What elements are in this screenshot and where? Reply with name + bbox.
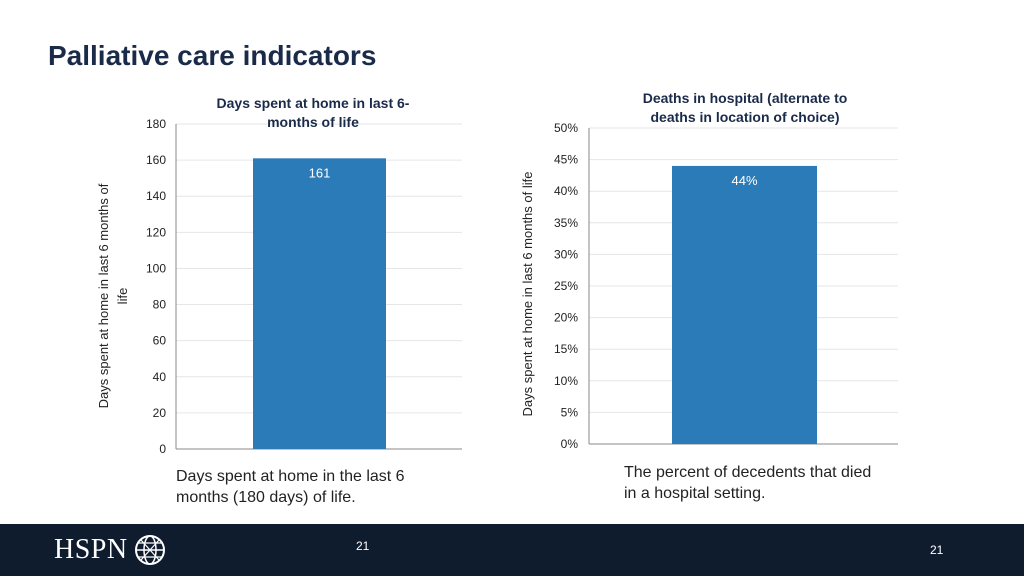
page-title: Palliative care indicators: [48, 40, 377, 71]
chart-title: Deaths in hospital (alternate to: [643, 90, 848, 106]
chart-title: months of life: [267, 114, 359, 130]
chart-1: 0 20 40 60 80 100 120 140 160 180 161 Days spent at…: [96, 95, 462, 456]
chart-2: 0% 5% 10% 15% 20% 25% 30% 35% 40% 45% 50% 44% Deaths…: [520, 90, 898, 451]
y-tick-label: 140: [146, 189, 166, 203]
y-axis-label: Days spent at home in last 6 months of: [96, 183, 111, 408]
page-number-center: 21: [356, 539, 370, 553]
y-axis-label: life: [115, 288, 130, 305]
data-bar: [253, 158, 386, 450]
left-caption-line-1: Days spent at home in the last 6: [176, 468, 405, 485]
data-bar: [672, 165, 817, 445]
y-tick-label: 40%: [554, 184, 578, 198]
y-tick-label: 60: [153, 334, 167, 348]
right-caption-line-2: in a hospital setting.: [624, 485, 766, 502]
y-tick-label: 20%: [554, 311, 578, 325]
y-tick-label: 40: [153, 370, 167, 384]
globe-icon: [134, 535, 165, 565]
data-label: 44%: [731, 173, 757, 188]
y-tick-label: 25%: [554, 279, 578, 293]
chart-title: deaths in location of choice): [650, 109, 839, 125]
y-tick-label: 45%: [554, 153, 578, 167]
y-tick-label: 80: [153, 298, 167, 312]
y-tick-label: 100: [146, 261, 166, 275]
y-tick-label: 20: [153, 406, 167, 420]
y-tick-label: 30%: [554, 247, 578, 261]
y-axis-label: Days spent at home in last 6 months of l…: [520, 172, 535, 417]
y-tick-label: 10%: [554, 374, 578, 388]
hspn-logo: HSPN: [54, 534, 166, 566]
y-tick-label: 0%: [561, 437, 579, 451]
right-caption-line-1: The percent of decedents that died: [624, 464, 872, 481]
logo-text: HSPN: [54, 534, 128, 565]
y-tick-label: 180: [146, 117, 166, 131]
y-tick-label: 15%: [554, 342, 578, 356]
charts-canvas: 0 20 40 60 80 100 120 140 160 180 161 Days spent at…: [96, 90, 898, 456]
y-tick-label: 120: [146, 225, 166, 239]
y-tick-label: 0: [159, 442, 166, 456]
chart-title: Days spent at home in last 6-: [217, 95, 410, 111]
footer-bar: HSPN 21 21: [0, 524, 1024, 576]
y-tick-label: 35%: [554, 216, 578, 230]
y-tick-label: 50%: [554, 121, 578, 135]
right-chart-caption: The percent of decedents that died in a …: [624, 462, 871, 504]
left-caption-line-2: months (180 days) of life.: [176, 489, 356, 506]
y-tick-label: 160: [146, 153, 166, 167]
data-label: 161: [309, 165, 331, 180]
page-number-right: 21: [930, 543, 944, 557]
y-tick-label: 5%: [561, 405, 579, 419]
left-chart-caption: Days spent at home in the last 6 months …: [176, 466, 405, 508]
